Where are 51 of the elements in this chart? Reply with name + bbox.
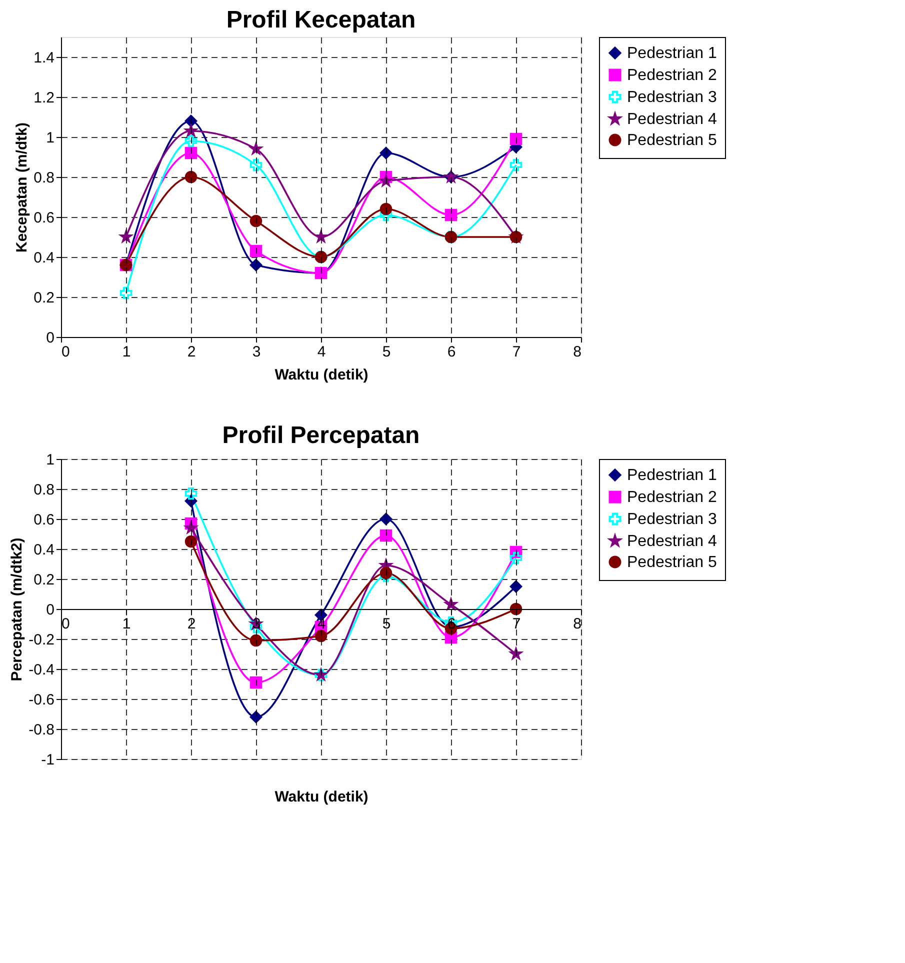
legend-label: Pedestrian 1 xyxy=(627,45,717,62)
x-tick-label: 0 xyxy=(62,344,70,360)
x-tick-label: 8 xyxy=(573,344,582,360)
y-tick-label: -0.2 xyxy=(28,632,54,648)
y-tick-label: 0.6 xyxy=(34,512,54,528)
y-tick-label: 1.2 xyxy=(34,90,54,106)
x-axis-title: Waktu (detik) xyxy=(274,788,368,806)
chart-title: Profil Percepatan xyxy=(222,422,420,449)
legend-label: Pedestrian 5 xyxy=(627,554,717,571)
y-axis-title: Percepatan (m/dtk2) xyxy=(8,538,26,682)
y-tick-label: -1 xyxy=(41,752,54,768)
x-tick-label: 2 xyxy=(187,344,196,360)
x-axis-title: Waktu (detik) xyxy=(274,366,368,384)
x-tick-label: 7 xyxy=(512,616,521,632)
y-tick-label: 0 xyxy=(46,330,54,346)
legend-label: Pedestrian 3 xyxy=(627,89,717,106)
chart-title: Profil Kecepatan xyxy=(226,6,416,34)
legend-label: Pedestrian 4 xyxy=(627,111,717,128)
y-tick-label: -0.8 xyxy=(28,722,54,738)
y-tick-label: 0.8 xyxy=(34,482,54,498)
x-tick-label: 8 xyxy=(573,616,582,632)
y-tick-label: 0 xyxy=(46,602,54,618)
legend-label: Pedestrian 4 xyxy=(627,533,717,550)
legend-label: Pedestrian 1 xyxy=(627,467,717,484)
legend-label: Pedestrian 3 xyxy=(627,511,717,528)
y-tick-label: -0.6 xyxy=(28,692,54,708)
y-tick-label: -0.4 xyxy=(28,662,54,678)
y-tick-label: 1.4 xyxy=(34,50,54,66)
y-tick-label: 0.4 xyxy=(34,250,54,266)
x-tick-label: 3 xyxy=(252,344,261,360)
legend-label: Pedestrian 5 xyxy=(627,132,717,149)
y-tick-label: 0.2 xyxy=(34,572,54,588)
y-tick-label: 0.2 xyxy=(34,290,54,306)
x-tick-label: 4 xyxy=(317,344,326,360)
x-tick-label: 0 xyxy=(62,616,70,632)
y-tick-label: 1 xyxy=(46,452,54,468)
legend-label: Pedestrian 2 xyxy=(627,67,717,84)
x-tick-label: 1 xyxy=(122,344,131,360)
x-tick-label: 4 xyxy=(317,616,326,632)
x-tick-label: 5 xyxy=(382,344,391,360)
x-tick-label: 1 xyxy=(122,616,131,632)
y-tick-label: 0.6 xyxy=(34,210,54,226)
y-tick-label: 0.4 xyxy=(34,542,54,558)
y-tick-label: 1 xyxy=(46,130,54,146)
y-axis-title: Kecepatan (m/dtk) xyxy=(14,122,31,253)
x-tick-label: 2 xyxy=(187,616,196,632)
x-tick-label: 5 xyxy=(382,616,391,632)
y-tick-label: 0.8 xyxy=(34,170,54,186)
x-tick-label: 6 xyxy=(447,344,456,360)
x-tick-label: 7 xyxy=(512,344,521,360)
legend-label: Pedestrian 2 xyxy=(627,489,717,506)
